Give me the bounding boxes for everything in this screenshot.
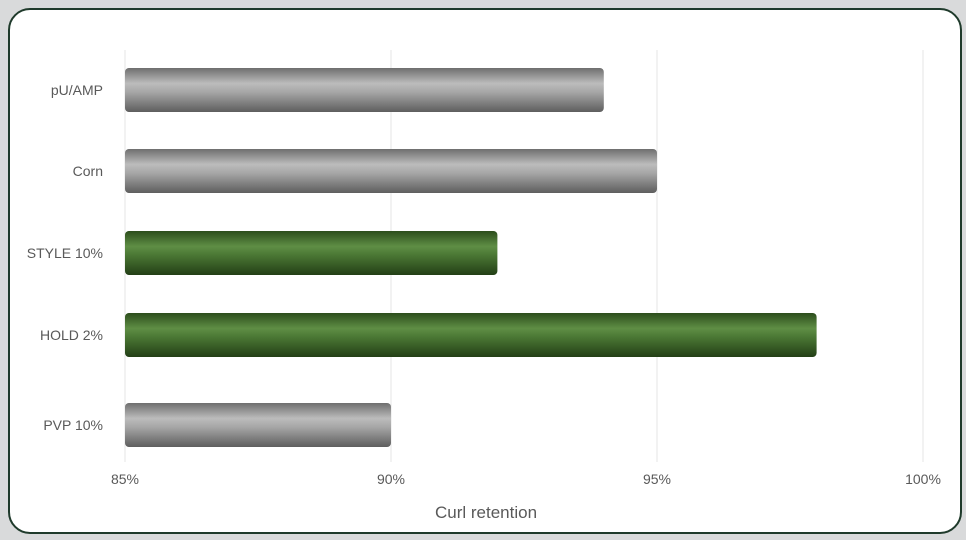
x-axis-title: Curl retention	[435, 503, 537, 522]
category-label: HOLD 2%	[40, 327, 103, 343]
x-tick-label: 100%	[905, 471, 941, 487]
category-label: STYLE 10%	[27, 245, 103, 261]
category-label: pU/AMP	[51, 82, 103, 98]
bar	[125, 68, 604, 112]
bar	[125, 149, 657, 193]
category-labels: pU/AMP Corn STYLE 10% HOLD 2% PVP 10%	[27, 82, 103, 433]
x-tick-label: 90%	[377, 471, 405, 487]
x-tick-label: 95%	[643, 471, 671, 487]
bar	[125, 231, 498, 275]
chart-card: pU/AMP Corn STYLE 10% HOLD 2% PVP 10% 85% 90%…	[8, 8, 962, 534]
bar	[125, 313, 817, 357]
category-label: PVP 10%	[43, 417, 103, 433]
x-tick-labels: 85% 90% 95% 100%	[111, 471, 941, 487]
category-label: Corn	[73, 163, 103, 179]
x-tick-label: 85%	[111, 471, 139, 487]
bar	[125, 403, 391, 447]
bar-chart: pU/AMP Corn STYLE 10% HOLD 2% PVP 10% 85% 90%…	[27, 50, 941, 522]
bars	[125, 68, 817, 447]
